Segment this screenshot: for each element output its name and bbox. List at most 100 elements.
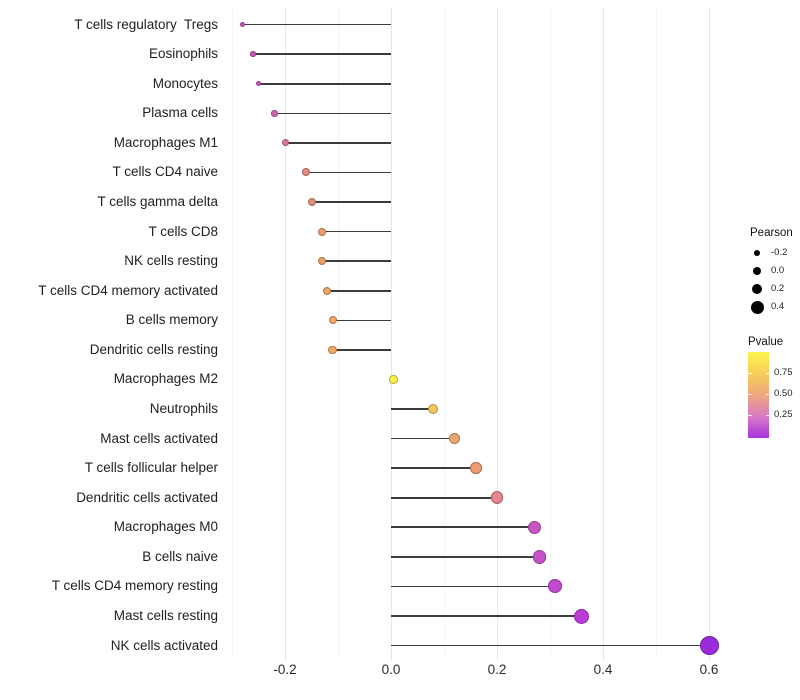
lollipop-dot (328, 345, 337, 355)
gridline-minor (656, 8, 657, 657)
lollipop-dot (328, 316, 337, 325)
category-label: Dendritic cells resting (89, 341, 218, 357)
x-tick-label: -0.2 (273, 662, 297, 677)
pvalue-tick-label: 0.50 (774, 388, 793, 399)
category-label: Monocytes (152, 75, 218, 91)
pvalue-tick-mark (748, 373, 752, 374)
pvalue-colorbar (748, 352, 769, 438)
category-label: NK cells activated (110, 637, 218, 653)
lollipop-stem (242, 23, 391, 26)
category-label: Macrophages M1 (113, 134, 218, 150)
lollipop-dot (389, 375, 398, 384)
lollipop-stem (322, 260, 391, 262)
gridline-major (709, 8, 710, 661)
category-label: T cells follicular helper (84, 460, 218, 476)
category-label: Dendritic cells activated (76, 489, 218, 505)
gridline-minor (232, 8, 233, 657)
gridline-major (285, 8, 286, 661)
gridline-major (603, 8, 604, 661)
lollipop-stem (258, 82, 391, 85)
category-label: Plasma cells (142, 105, 218, 121)
category-label: T cells CD4 memory activated (38, 282, 218, 298)
pvalue-tick-label: 0.25 (774, 409, 793, 420)
lollipop-dot (428, 404, 439, 414)
lollipop-dot (302, 168, 311, 177)
category-label: T cells CD4 naive (112, 164, 218, 180)
lollipop-dot (281, 139, 289, 147)
legend-pearson-dot (751, 283, 763, 295)
lollipop-stem (391, 585, 556, 588)
category-label: Eosinophils (148, 46, 218, 62)
lollipop-dot (323, 286, 332, 295)
lollipop-stem (332, 349, 391, 351)
gridline-major (391, 8, 392, 661)
lollipop-dot (318, 257, 327, 266)
lollipop-stem (274, 112, 391, 115)
lollipop-stem (391, 556, 540, 558)
lollipop-dot (548, 579, 563, 594)
category-label: B cells memory (125, 312, 218, 328)
legend-pearson-label: 0.0 (771, 265, 785, 276)
lollipop-stem (391, 496, 497, 499)
category-label: Neutrophils (149, 401, 218, 416)
category-label: T cells gamma delta (97, 194, 218, 210)
lollipop-dot (574, 608, 590, 624)
pvalue-tick-mark (748, 415, 752, 416)
lollipop-stem (285, 142, 391, 144)
gridline-minor (338, 8, 339, 657)
category-label: T cells CD4 memory resting (51, 578, 218, 594)
pvalue-tick-mark (765, 394, 769, 395)
category-label: Macrophages M0 (113, 519, 218, 535)
x-tick-label: 0.2 (487, 662, 507, 677)
category-label: T cells regulatory Tregs (74, 16, 218, 32)
lollipop-dot (255, 80, 262, 87)
category-label: Mast cells activated (100, 430, 218, 446)
lollipop-dot (449, 433, 461, 445)
legend-pearson-title: Pearson (750, 227, 793, 239)
lollipop-dot (490, 491, 504, 504)
category-label: Macrophages M2 (113, 371, 218, 387)
lollipop-dot (240, 22, 246, 28)
legend-pearson-label: -0.2 (771, 247, 788, 258)
lollipop-stem (391, 526, 535, 529)
pvalue-tick-mark (765, 415, 769, 416)
category-label: B cells naive (142, 548, 218, 564)
legend-pearson-label: 0.2 (771, 283, 785, 294)
lollipop-stem (322, 230, 391, 233)
lollipop-dot (271, 110, 278, 117)
legend-pvalue-title: Pvalue (748, 336, 784, 348)
lollipop-dot (470, 462, 482, 474)
lollipop-stem (391, 615, 582, 617)
legend-pearson-label: 0.4 (771, 301, 785, 312)
lollipop-stem (332, 319, 391, 322)
legend-pearson-dot (753, 249, 761, 257)
lollipop-stem (311, 201, 391, 203)
pvalue-tick-mark (748, 394, 752, 395)
lollipop-stem (391, 644, 709, 647)
lollipop-stem (391, 437, 455, 440)
lollipop-stem (327, 289, 391, 292)
lollipop-stem (391, 467, 476, 469)
lollipop-dot (307, 198, 316, 207)
lollipop-dot (527, 520, 541, 534)
lollipop-dot (250, 51, 256, 57)
gridline-minor (550, 8, 551, 657)
x-tick-label: 0.4 (593, 662, 613, 677)
category-label: Mast cells resting (113, 608, 218, 623)
lollipop-stem (391, 408, 434, 410)
lollipop-stem (253, 53, 391, 55)
x-tick-label: 0.0 (381, 662, 401, 677)
pvalue-tick-mark (765, 373, 769, 374)
category-label: NK cells resting (124, 253, 218, 269)
pvalue-tick-label: 0.75 (774, 367, 793, 378)
gridline-major (497, 8, 498, 661)
legend-pearson-dot (752, 266, 762, 276)
lollipop-dot (532, 550, 547, 564)
category-label: T cells CD8 (148, 223, 218, 239)
x-tick-label: 0.6 (699, 662, 719, 677)
legend-pearson-dot (750, 300, 764, 314)
gridline-minor (444, 8, 445, 657)
lollipop-stem (306, 171, 391, 174)
lollipop-dot (699, 636, 719, 656)
